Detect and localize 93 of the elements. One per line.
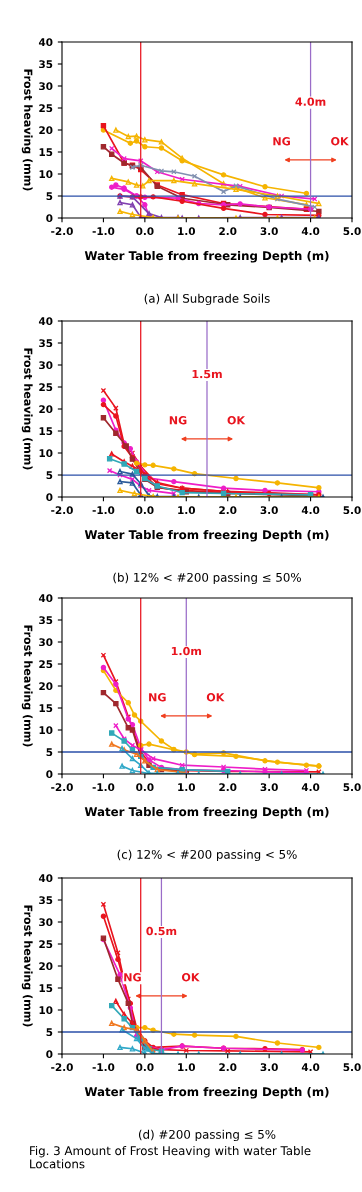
annotation: NG [273,137,290,146]
x-tick-label: 5.0 [343,783,361,792]
text: (d) #200 passing ≤ 5% [138,1129,276,1142]
x-axis-title: Water Table from freezing Depth (m) [84,807,329,819]
y-axis-title: Frost heaving (mm) [21,625,33,747]
x-tick-label: 4.0 [301,227,320,236]
x-tick-label: 2.0 [219,506,237,515]
x-axis-title: Water Table from freezing Depth (m) [84,1087,329,1099]
x-axis-title: Water Table from freezing Depth (m) [84,530,329,542]
x-tick-label: -1.0 [92,506,115,515]
y-tick-label: 35 [39,60,53,69]
y-tick-label: 20 [39,405,53,414]
x-tick-label: 0.0 [136,506,154,515]
x-tick-label: -2.0 [51,506,73,515]
x-tick-label: -1.0 [92,227,115,236]
y-axis-title: Frost heaving (mm) [21,69,33,191]
y-tick-label: 40 [38,594,53,603]
annotation: 0.5m [146,926,177,936]
x-tick-label: -2.0 [51,783,73,792]
annotation: 1.0m [171,646,202,656]
y-tick-label: 20 [39,962,53,971]
y-tick-label: 10 [39,170,53,179]
x-tick-label: 4.0 [301,783,320,792]
y-tick-label: 30 [39,918,53,927]
caption: Fig. 3 Amount of Frost Heaving with water Table Locations [30,1146,311,1169]
y-tick-label: 15 [39,148,53,157]
y-tick-label: 20 [39,126,53,135]
x-tick-label: 2.0 [219,227,237,236]
x-tick-label: 2.0 [219,783,237,792]
y-axis-title: Frost heaving (mm) [21,905,33,1027]
x-tick-label: 3.0 [260,1063,278,1072]
y-tick-label: 0 [46,770,53,779]
y-tick-label: 25 [39,940,53,949]
y-tick-label: 15 [39,427,53,436]
x-axis-title: Water Table from freezing Depth (m) [84,251,329,263]
y-tick-label: 10 [39,726,53,735]
text: (a) All Subgrade Soils [144,293,270,306]
x-tick-label: -2.0 [51,227,73,236]
x-tick-label: 0.0 [136,783,154,792]
annotation: OK [227,416,246,425]
y-tick-label: 5 [46,471,53,480]
x-tick-label: -2.0 [51,1063,73,1072]
y-tick-label: 10 [39,1006,53,1015]
y-tick-label: 35 [39,616,53,625]
x-tick-label: 0.0 [136,227,154,236]
y-tick-label: 0 [46,214,53,223]
y-tick-label: 20 [39,682,53,691]
x-tick-label: 4.0 [301,1063,320,1072]
y-tick-label: 5 [46,748,53,757]
x-tick-label: 5.0 [343,506,361,515]
annotation: 4.0m [295,97,326,106]
y-tick-label: 30 [39,82,53,91]
y-tick-label: 0 [46,1050,53,1059]
y-tick-label: 25 [39,383,53,392]
text: (c) 12% < #200 passing < 5% [117,849,297,862]
y-tick-label: 35 [39,339,53,348]
annotation: NG [149,693,166,702]
x-tick-label: 3.0 [260,783,278,792]
y-tick-label: 0 [46,493,53,502]
y-tick-label: 5 [46,1028,53,1037]
y-axis-title: Frost heaving (mm) [21,348,33,470]
annotation: OK [206,693,225,702]
x-tick-label: -1.0 [92,783,115,792]
annotation: OK [331,137,349,146]
x-tick-label: 4.0 [301,506,320,515]
x-tick-label: 3.0 [260,227,278,236]
text: (b) 12% < #200 passing ≤ 50% [113,572,301,585]
y-tick-label: 15 [39,704,53,713]
y-tick-label: 30 [39,638,53,647]
x-tick-label: 0.0 [136,1063,154,1072]
y-tick-label: 35 [39,896,53,905]
x-tick-label: 5.0 [343,1063,361,1072]
x-tick-label: 1.0 [178,1063,196,1072]
x-tick-label: 1.0 [178,227,196,236]
y-tick-label: 15 [39,984,53,993]
annotation: NG [124,973,141,982]
x-tick-label: 5.0 [343,227,361,236]
y-tick-label: 40 [38,317,53,326]
x-tick-label: 3.0 [260,506,278,515]
x-tick-label: 1.0 [178,783,196,792]
x-tick-label: 1.0 [178,506,196,515]
annotation: 1.5m [192,369,222,379]
y-tick-label: 25 [39,104,53,113]
y-tick-label: 25 [39,660,53,669]
y-tick-label: 10 [39,449,53,458]
x-tick-label: 2.0 [219,1063,237,1072]
annotation: NG [169,416,187,425]
y-tick-label: 30 [39,361,53,370]
x-tick-label: -1.0 [92,1063,115,1072]
y-tick-label: 40 [38,38,53,47]
y-tick-label: 5 [46,192,53,201]
y-tick-label: 40 [38,874,53,883]
annotation: OK [181,973,200,982]
